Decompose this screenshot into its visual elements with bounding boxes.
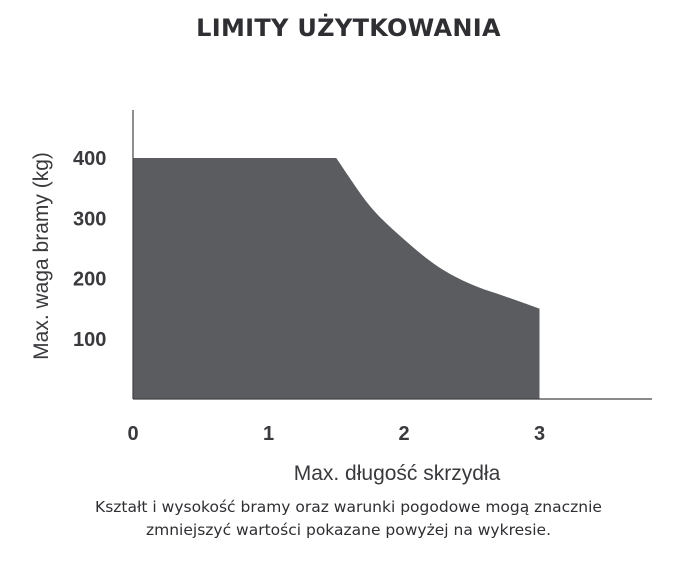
x-axis-label: Max. długość skrzydła — [294, 462, 501, 485]
y-axis-label: Max. waga bramy (kg) — [30, 152, 53, 360]
axis-layer — [132, 110, 652, 400]
y-tick-label: 100 — [73, 329, 106, 351]
y-tick-label: 300 — [73, 208, 106, 230]
chart-title: LIMITY UŻYTKOWANIA — [196, 14, 501, 42]
x-tick-label: 0 — [127, 423, 138, 445]
y-tick-label: 400 — [73, 148, 106, 170]
area-layer — [133, 158, 540, 399]
x-tick-label: 1 — [263, 423, 274, 445]
y-tick-label: 200 — [73, 269, 106, 291]
tick-label-layer: 0 1 2 3 100 200 300 400 — [73, 148, 545, 445]
weight-limit-area — [133, 158, 540, 399]
footnote-line-2: zmniejszyć wartości pokazane powyżej na … — [146, 521, 551, 539]
x-tick-label: 2 — [398, 423, 409, 445]
footnote-line-1: Kształt i wysokość bramy oraz warunki po… — [95, 498, 602, 516]
x-tick-label: 3 — [534, 423, 545, 445]
